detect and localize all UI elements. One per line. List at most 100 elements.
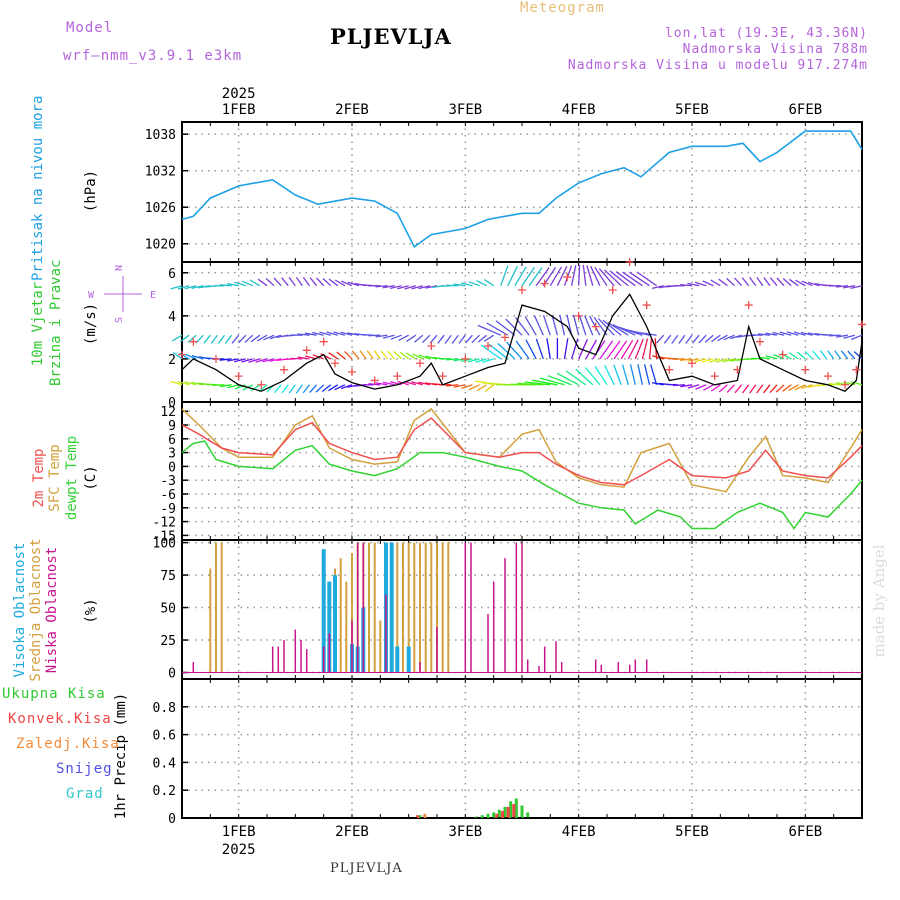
y-tick-label: 0 — [168, 667, 176, 682]
wind-barb — [281, 384, 289, 394]
wind-barb — [599, 340, 614, 360]
wind-barb — [741, 277, 750, 287]
wind-barb — [620, 339, 634, 360]
wind-barb — [486, 322, 509, 336]
y-tick-label: 0.6 — [153, 729, 176, 744]
wind-barb — [563, 265, 573, 286]
wind-barb — [598, 268, 615, 287]
y-tick-label: 1038 — [145, 128, 176, 143]
wind-barb — [606, 340, 621, 360]
compass-e: E — [150, 290, 156, 301]
y-tick-label: -3 — [160, 474, 176, 489]
wind-barb — [582, 264, 587, 286]
wind-barb — [763, 277, 771, 287]
wind-barb — [607, 321, 629, 336]
wind-gust-marker — [518, 286, 526, 294]
wind-barb — [429, 334, 438, 344]
wind-barb — [656, 334, 665, 344]
wind-barb — [382, 334, 395, 339]
precip-bar — [503, 806, 507, 818]
wind-barb — [542, 267, 557, 287]
wind-barb — [321, 384, 332, 393]
wind-barb — [483, 334, 495, 342]
wind-barb — [249, 279, 261, 287]
wind-gust-marker — [427, 342, 436, 350]
wind-barb — [840, 350, 849, 360]
wind-barb — [297, 356, 310, 360]
wind-barb — [612, 324, 636, 336]
wind-barb — [547, 375, 572, 386]
wind-barb — [398, 334, 409, 341]
wind-barb — [615, 271, 636, 287]
station-elevation: Nadmorska Visina 788m — [682, 42, 868, 57]
top-day-label: 5FEB — [675, 102, 709, 118]
wind-gust-marker — [756, 337, 764, 346]
wind-barb — [566, 314, 573, 336]
wind-gust-marker — [319, 337, 328, 346]
wind-barb — [718, 384, 728, 393]
precip-bar — [506, 806, 510, 818]
wind-barb — [506, 341, 523, 360]
wind-barb — [570, 265, 577, 286]
wind-barb — [302, 384, 311, 394]
wind-gust-marker — [625, 258, 634, 266]
wind-barb — [779, 331, 792, 336]
wind-barb — [734, 277, 743, 287]
wind-barb — [179, 334, 190, 343]
y-tick-label: 0.4 — [153, 756, 177, 771]
wind-barb — [375, 334, 388, 338]
wind-barb — [341, 280, 353, 287]
wind-barb — [729, 358, 742, 362]
wind-barb — [460, 282, 473, 287]
wind-barb — [535, 338, 544, 360]
model-name: wrf–nmm_v3.9.1 e3km — [63, 48, 243, 64]
top-day-label: 3FEB — [448, 102, 482, 118]
wind-barb — [366, 350, 374, 360]
wind-barb — [800, 331, 813, 336]
wind-barb — [382, 381, 395, 386]
wind-barb — [336, 351, 346, 360]
wind-barb — [603, 269, 622, 287]
wind-barb — [334, 384, 346, 391]
wind-barb — [691, 334, 700, 344]
y-tick-label: 75 — [160, 569, 176, 584]
wind-barb — [828, 383, 841, 386]
panel-pressure: 1020 1026 1032 1038 — [145, 121, 863, 263]
wind-barb — [467, 358, 480, 363]
wind-barb — [517, 382, 544, 386]
top-year-label: 2025 — [222, 86, 256, 102]
wind-barb — [756, 384, 764, 394]
wind-barb — [302, 277, 311, 287]
wind-barb — [685, 334, 693, 344]
precip-bar — [418, 815, 422, 818]
bottom-day-label: 2FEB — [335, 824, 369, 840]
wind-barb — [769, 384, 778, 394]
wind-barb — [480, 344, 502, 360]
wind-gust-marker — [234, 372, 243, 381]
wind-barb — [316, 277, 325, 287]
wind-barb — [273, 277, 282, 287]
wind-barb — [477, 334, 488, 343]
wind-barb — [234, 281, 246, 287]
wind-barb — [231, 334, 240, 344]
wind-barb — [702, 280, 714, 287]
bottom-day-label: 3FEB — [448, 824, 482, 840]
dewpt-temp-line — [181, 440, 863, 530]
pressure-line — [181, 130, 863, 248]
wind-barb — [382, 285, 395, 289]
wind-barb — [775, 384, 785, 393]
wind-barb — [749, 384, 757, 394]
wind-gust-marker — [852, 365, 861, 374]
wind-barb — [406, 334, 417, 342]
wind-barb — [613, 364, 622, 386]
wind-barb — [446, 384, 459, 387]
wind-barb — [269, 334, 282, 340]
wind-barb — [556, 372, 580, 386]
legend-convective-rain: Konvek.Kisa — [8, 711, 112, 727]
wind-gust-marker — [461, 354, 470, 363]
y-tick-label: 6 — [168, 267, 176, 282]
precip-bar — [416, 815, 419, 818]
wind-barb — [476, 280, 487, 287]
wind-barb — [687, 384, 700, 389]
wind-barb — [853, 351, 863, 360]
